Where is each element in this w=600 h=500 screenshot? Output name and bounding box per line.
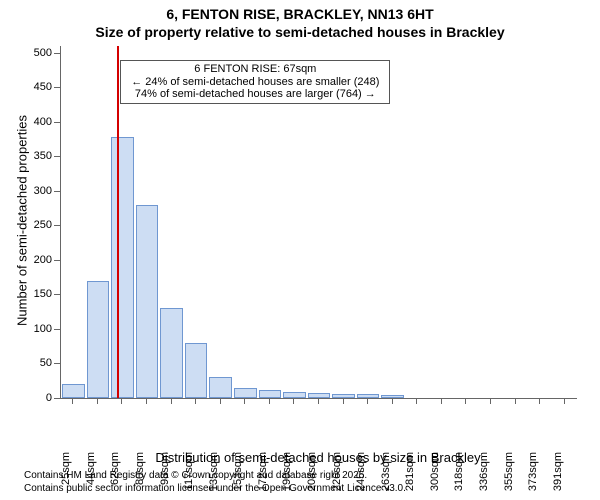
xtick-label: 62sqm xyxy=(109,452,121,496)
xtick-label: 208sqm xyxy=(306,452,318,496)
xtick-label: 391sqm xyxy=(552,452,564,496)
xtick xyxy=(269,398,270,404)
xtick xyxy=(171,398,172,404)
xtick-label: 135sqm xyxy=(208,452,220,496)
xtick-label: 281sqm xyxy=(404,452,416,496)
plot-area: 6 FENTON RISE: 67sqm← 24% of semi-detach… xyxy=(60,46,577,399)
ytick-label: 150 xyxy=(18,288,52,300)
xtick xyxy=(97,398,98,404)
bar xyxy=(185,343,208,398)
bar xyxy=(381,395,404,398)
xtick-label: 153sqm xyxy=(232,452,244,496)
annotation-box: 6 FENTON RISE: 67sqm← 24% of semi-detach… xyxy=(120,60,390,104)
ytick-label: 200 xyxy=(18,254,52,266)
annotation-line2: ← 24% of semi-detached houses are smalle… xyxy=(125,76,385,89)
xtick xyxy=(367,398,368,404)
xtick-label: 44sqm xyxy=(85,452,97,496)
bar xyxy=(111,137,134,398)
chart-container: 6, FENTON RISE, BRACKLEY, NN13 6HT Size … xyxy=(0,0,600,500)
bar xyxy=(234,388,257,398)
xtick xyxy=(416,398,417,404)
xtick-label: 117sqm xyxy=(183,452,195,496)
xtick-label: 190sqm xyxy=(281,452,293,496)
xtick xyxy=(244,398,245,404)
xtick-label: 80sqm xyxy=(134,452,146,496)
xtick xyxy=(318,398,319,404)
title-line1: 6, FENTON RISE, BRACKLEY, NN13 6HT xyxy=(0,6,600,22)
ytick xyxy=(54,329,60,330)
ytick-label: 0 xyxy=(18,392,52,404)
bar xyxy=(209,377,232,398)
xtick xyxy=(220,398,221,404)
xtick-label: 355sqm xyxy=(503,452,515,496)
xtick xyxy=(343,398,344,404)
annotation-line1: 6 FENTON RISE: 67sqm xyxy=(125,63,385,76)
xtick-label: 373sqm xyxy=(527,452,539,496)
ytick xyxy=(54,398,60,399)
ytick-label: 500 xyxy=(18,47,52,59)
xtick-label: 318sqm xyxy=(453,452,465,496)
xtick xyxy=(490,398,491,404)
ytick xyxy=(54,156,60,157)
xtick-label: 336sqm xyxy=(478,452,490,496)
xtick xyxy=(392,398,393,404)
ytick xyxy=(54,87,60,88)
xtick xyxy=(564,398,565,404)
xtick-label: 300sqm xyxy=(429,452,441,496)
bar xyxy=(332,394,355,398)
ytick xyxy=(54,363,60,364)
ytick xyxy=(54,122,60,123)
bar xyxy=(87,281,110,398)
bar xyxy=(160,308,183,398)
xtick xyxy=(441,398,442,404)
xtick xyxy=(146,398,147,404)
xtick xyxy=(293,398,294,404)
ytick xyxy=(54,260,60,261)
xtick xyxy=(72,398,73,404)
xtick xyxy=(121,398,122,404)
xtick xyxy=(465,398,466,404)
bar xyxy=(62,384,85,398)
xtick-label: 25sqm xyxy=(60,452,72,496)
ytick xyxy=(54,191,60,192)
ytick-label: 350 xyxy=(18,150,52,162)
xtick xyxy=(195,398,196,404)
xtick xyxy=(515,398,516,404)
bar xyxy=(259,390,282,398)
bar xyxy=(283,392,306,398)
ytick-label: 450 xyxy=(18,81,52,93)
xtick-label: 226sqm xyxy=(331,452,343,496)
ytick-label: 300 xyxy=(18,185,52,197)
xtick-label: 98sqm xyxy=(159,452,171,496)
ytick xyxy=(54,294,60,295)
annotation-line3: 74% of semi-detached houses are larger (… xyxy=(125,88,385,101)
ytick xyxy=(54,225,60,226)
ytick-label: 400 xyxy=(18,116,52,128)
property-marker-line xyxy=(117,46,119,398)
bar xyxy=(136,205,159,398)
xtick xyxy=(539,398,540,404)
ytick-label: 100 xyxy=(18,323,52,335)
ytick-label: 250 xyxy=(18,219,52,231)
xtick-label: 172sqm xyxy=(257,452,269,496)
ytick-label: 50 xyxy=(18,357,52,369)
xtick-label: 245sqm xyxy=(355,452,367,496)
title-line2: Size of property relative to semi-detach… xyxy=(0,24,600,40)
xtick-label: 263sqm xyxy=(380,452,392,496)
ytick xyxy=(54,53,60,54)
